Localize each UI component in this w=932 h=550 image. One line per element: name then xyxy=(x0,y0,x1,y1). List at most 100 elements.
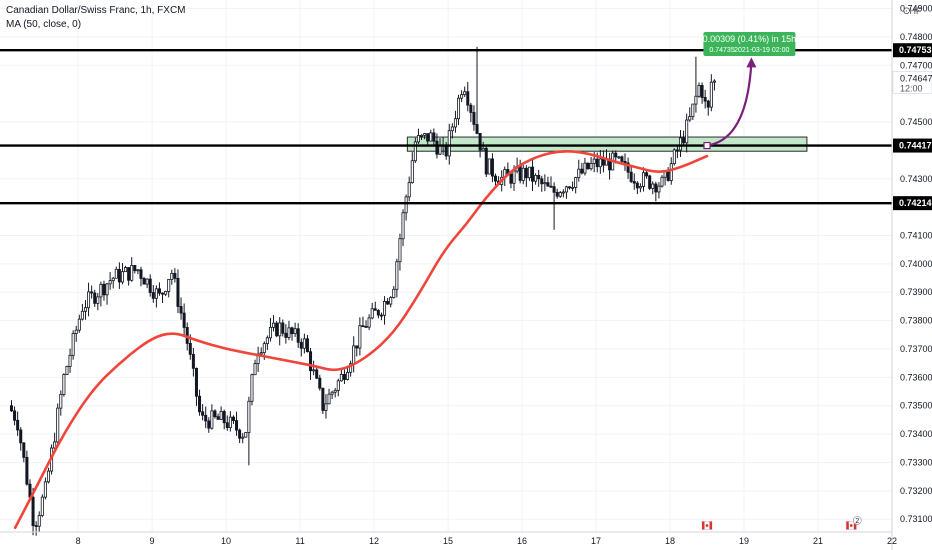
candle-down xyxy=(309,351,313,372)
candle-up xyxy=(527,166,531,179)
ma-line xyxy=(13,150,709,530)
price-tick-label: 0.74100 xyxy=(900,230,932,240)
level-price-tag[interactable] xyxy=(893,138,932,153)
candle-up xyxy=(46,470,50,483)
candle-down xyxy=(466,91,470,106)
symbol-title[interactable]: Canadian Dollar/Swiss Franc, 1h, FXCM xyxy=(6,5,186,16)
candle-down xyxy=(207,420,211,429)
candle-down xyxy=(342,373,346,380)
candle-up xyxy=(210,410,214,429)
candle-up xyxy=(450,126,454,132)
candle-down xyxy=(595,158,599,168)
candle-up xyxy=(244,432,248,438)
candle-up xyxy=(105,283,109,296)
candle-up xyxy=(416,135,420,143)
last-price-tag[interactable] xyxy=(892,70,932,94)
candle-down xyxy=(321,387,325,411)
flag-count-badge xyxy=(852,516,862,525)
candle-up xyxy=(574,177,578,188)
candle-down xyxy=(238,429,242,439)
projection-anchor[interactable] xyxy=(703,141,711,150)
candle-up xyxy=(111,277,115,282)
candle-down xyxy=(472,112,476,125)
candle-up xyxy=(108,280,112,285)
time-axis[interactable]: 8 9 10 11 12 15 16 17 18 19 21 22 xyxy=(76,536,897,546)
candle-down xyxy=(9,405,13,412)
candle-up xyxy=(592,158,596,164)
price-tick-label: 0.73800 xyxy=(900,316,932,326)
projection-arrow[interactable]: 0.00309 (0.41%) in 15h 0.74735 2021-03-19 … xyxy=(703,32,797,150)
projection-curve[interactable] xyxy=(706,61,753,147)
flag-band-right xyxy=(853,521,857,530)
candle-down xyxy=(376,309,380,316)
flag-leaf xyxy=(849,524,853,527)
candle-down xyxy=(305,338,309,353)
candle-down xyxy=(173,272,177,279)
candle-up xyxy=(367,317,371,328)
price-axis[interactable]: 0.73100 0.73200 0.73300 0.73400 0.73500 0.736… xyxy=(892,4,932,525)
candle-up xyxy=(404,196,408,214)
candle-down xyxy=(179,306,183,314)
price-tick-label: 0.73100 xyxy=(900,514,932,524)
candle-up xyxy=(130,265,134,281)
candle-down xyxy=(648,175,652,189)
candle-down xyxy=(22,442,26,458)
candle-up xyxy=(534,174,538,182)
candle-down xyxy=(549,185,553,188)
measure-box[interactable]: 0.00309 (0.41%) in 15h 0.74735 2021-03-19 … xyxy=(703,32,797,56)
last-price-label: 0.74647 xyxy=(900,73,932,83)
candle-down xyxy=(586,162,590,170)
candle-down xyxy=(546,182,550,187)
candle-down xyxy=(161,292,165,295)
zone-rectangle[interactable] xyxy=(406,136,808,152)
candle-down xyxy=(629,171,633,182)
candle-down xyxy=(484,147,488,175)
time-tick-label: 11 xyxy=(295,536,304,546)
indicator-title[interactable]: MA (50, close, 0) xyxy=(6,19,82,30)
candle-up xyxy=(43,481,47,498)
support-resistance-zone[interactable] xyxy=(406,136,808,152)
candle-up xyxy=(660,176,664,187)
candle-down xyxy=(435,140,439,155)
flag-count: 2 xyxy=(855,518,859,525)
candle-down xyxy=(623,160,627,164)
candle-up xyxy=(330,391,334,395)
chart-legend: Canadian Dollar/Swiss Franc, 1h, FXCM MA… xyxy=(6,4,186,32)
candle-up xyxy=(395,261,399,290)
level-price-tag[interactable] xyxy=(893,196,932,211)
candle-up xyxy=(336,380,340,391)
candle-up xyxy=(487,158,491,175)
candle-down xyxy=(284,332,288,338)
candle-down xyxy=(469,104,473,113)
candle-down xyxy=(148,278,152,293)
flag-icon[interactable] xyxy=(701,521,713,530)
candle-up xyxy=(669,163,673,181)
candle-up xyxy=(167,279,171,292)
flag-icon[interactable]: 2 xyxy=(845,516,862,530)
time-tick-label: 9 xyxy=(150,536,155,546)
candle-up xyxy=(278,322,282,337)
candle-down xyxy=(509,173,513,184)
time-tick-label: 16 xyxy=(517,536,527,546)
candle-down xyxy=(614,152,618,158)
level-price-label: 0.74753 xyxy=(899,45,932,55)
candle-down xyxy=(645,172,649,177)
price-tick-label: 0.73700 xyxy=(900,344,932,354)
level-price-label: 0.74214 xyxy=(899,198,932,208)
last-price-countdown: 12:00 xyxy=(900,83,923,93)
candle-down xyxy=(133,265,137,272)
candle-down xyxy=(194,367,198,397)
event-flags[interactable]: 2 xyxy=(701,516,862,530)
price-tick-label: 0.74500 xyxy=(900,117,932,127)
candle-up xyxy=(136,269,140,272)
time-tick-label: 22 xyxy=(887,536,897,546)
candle-up xyxy=(691,103,695,117)
candle-down xyxy=(13,410,17,421)
candle-up xyxy=(447,130,451,157)
candle-up xyxy=(521,167,525,181)
candle-down xyxy=(231,416,235,421)
candle-up xyxy=(413,141,417,162)
level-price-tag[interactable] xyxy=(893,43,932,58)
candle-up xyxy=(481,147,485,151)
